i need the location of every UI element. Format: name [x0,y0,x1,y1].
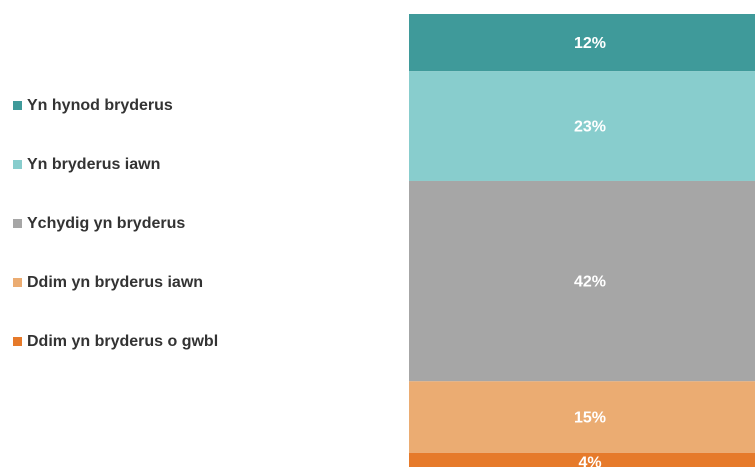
bar-segment [409,71,755,181]
legend-label: Ddim yn bryderus o gwbl [27,333,218,350]
legend-label: Yn hynod bryderus [27,97,173,114]
data-label: 15% [574,409,606,426]
legend-swatch [13,101,22,110]
legend-label: Ddim yn bryderus iawn [27,274,203,291]
data-label: 4% [578,455,601,467]
bar-segment [409,14,755,72]
legend-swatch [13,219,22,228]
legend-label: Yn bryderus iawn [27,156,160,173]
legend-swatch [13,337,22,346]
bar-segment [409,381,755,453]
bar-segment [409,180,755,382]
legend-swatch [13,278,22,287]
data-label: 23% [574,118,606,135]
data-label: 42% [574,273,606,290]
legend-swatch [13,160,22,169]
data-label: 12% [574,35,606,52]
legend-label: Ychydig yn bryderus [27,215,185,232]
bar-segment [409,452,755,467]
